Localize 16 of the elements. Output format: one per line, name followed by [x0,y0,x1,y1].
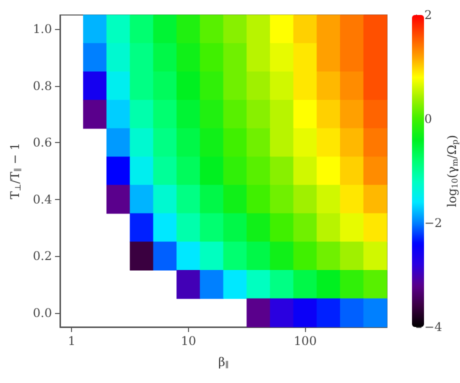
y-tick-label: 0.2 [32,249,52,264]
y-axis-title: T⊥/T∥ − 1 [8,142,23,200]
x-axis-title: β∥ [218,355,229,370]
y-tick-label: 0.8 [32,78,52,93]
y-tick-label: 0.0 [32,306,52,320]
x-tick-label: 100 [294,334,317,348]
y-tick-label: 1.0 [32,22,52,36]
color-bar-label: −2 [424,216,442,230]
color-bar-title: log10(γm/Ωp) [445,134,460,208]
y-tick-label: 0.6 [32,136,52,150]
y-tick-label: 0.4 [32,192,52,206]
x-tick-label: 1 [68,334,76,348]
x-tick-label: 10 [180,334,196,348]
color-bar-label: −4 [424,320,442,334]
color-bar-label: 2 [424,8,432,22]
color-bar-label: 0 [424,112,432,126]
